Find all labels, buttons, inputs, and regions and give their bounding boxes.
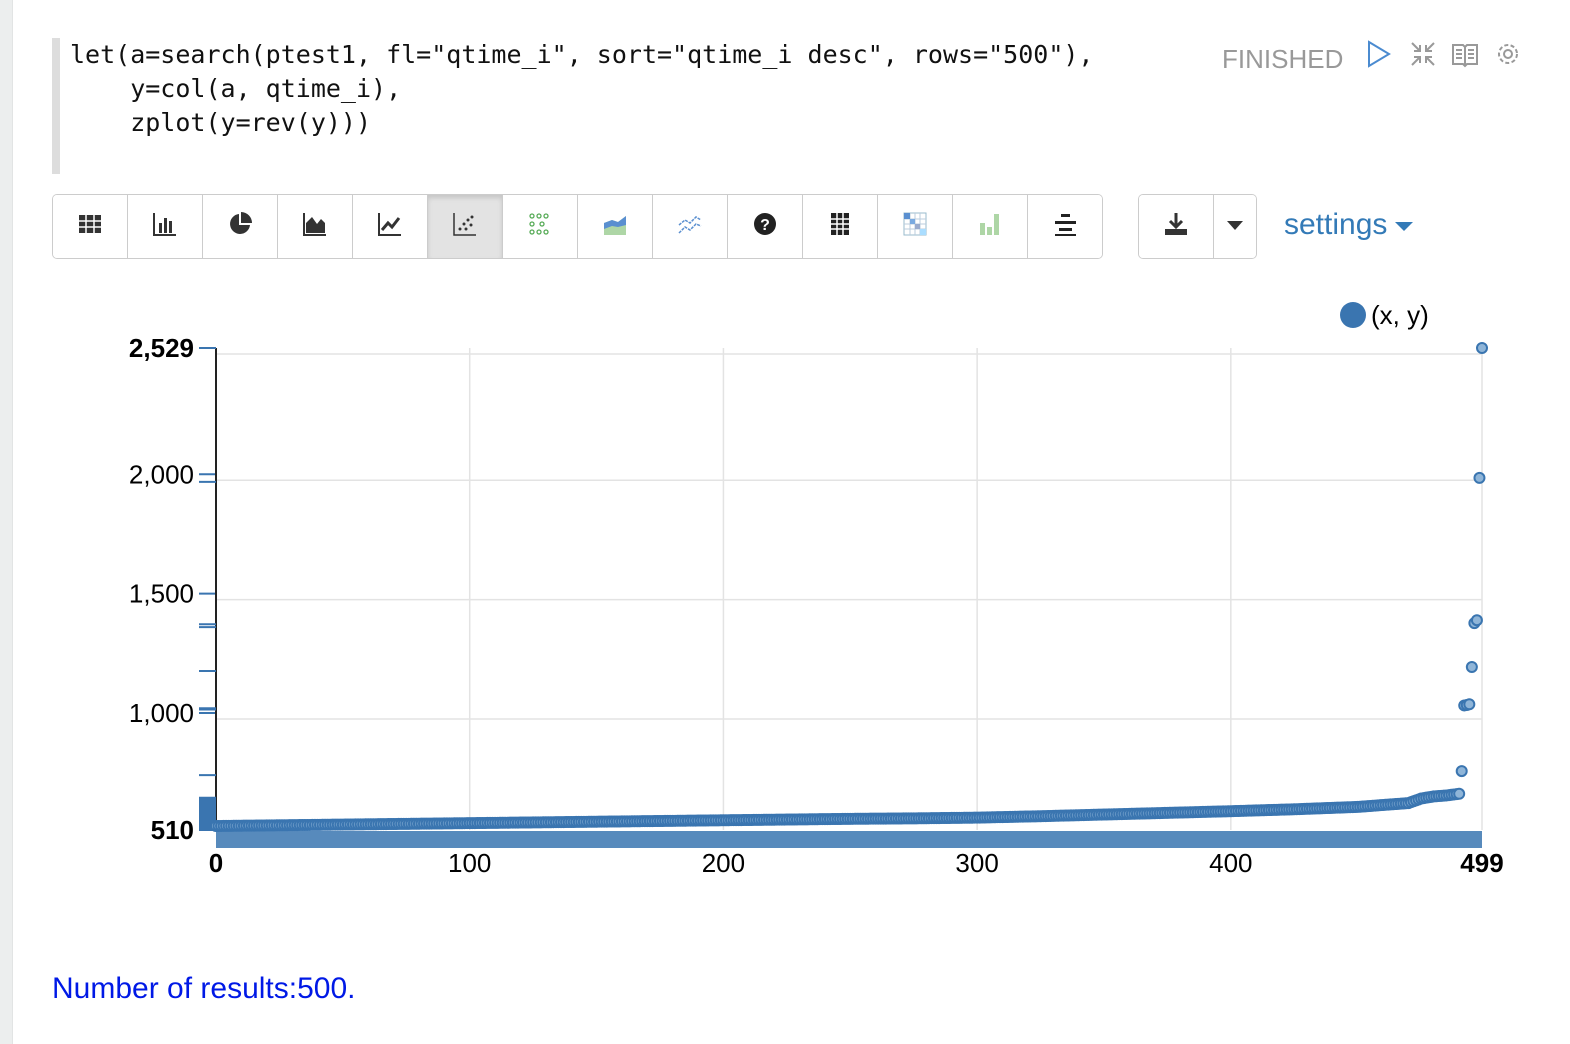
download-button[interactable]	[1139, 195, 1214, 258]
play-icon[interactable]	[1366, 40, 1392, 75]
legend-label: (x, y)	[1371, 300, 1429, 330]
data-point	[1473, 471, 1486, 484]
data-point	[1465, 661, 1478, 674]
x-rug	[216, 831, 1482, 848]
line-chart-icon	[377, 211, 403, 242]
data-point	[1453, 787, 1466, 800]
align-center-button[interactable]	[1028, 195, 1102, 258]
code-line: let(a=search(ptest1, fl="qtime_i", sort=…	[70, 40, 1094, 69]
area-chart-button[interactable]	[278, 195, 353, 258]
settings-label: settings	[1284, 208, 1388, 241]
y-tick-label: 1,500	[129, 579, 194, 609]
heatmap-button[interactable]	[878, 195, 953, 258]
multi-line-icon	[677, 211, 703, 242]
status-label: FINISHED	[1222, 44, 1344, 74]
x-tick-label: 100	[448, 848, 491, 878]
stacked-area-button[interactable]	[578, 195, 653, 258]
code-line: zplot(y=rev(y)))	[70, 108, 372, 137]
y-tick-label: 2,529	[129, 333, 194, 363]
data-point	[1455, 765, 1468, 778]
data-point	[1470, 614, 1483, 627]
scatter-chart-button[interactable]	[428, 195, 503, 258]
table-button[interactable]	[53, 195, 128, 258]
area-chart-icon	[302, 211, 328, 242]
download-icon	[1163, 211, 1189, 242]
scatter-chart-icon	[452, 211, 478, 242]
stacked-area-icon	[602, 211, 628, 242]
table-icon	[77, 211, 103, 242]
x-tick-label: 300	[955, 848, 998, 878]
left-gutter	[0, 0, 13, 1044]
gear-icon[interactable]	[1494, 40, 1522, 75]
x-tick-label: 200	[702, 848, 745, 878]
pie-chart-button[interactable]	[203, 195, 278, 258]
align-center-icon	[1052, 211, 1078, 242]
y-tick-label: 510	[151, 815, 194, 845]
green-bar-button[interactable]	[953, 195, 1028, 258]
grid-icon	[827, 211, 853, 242]
settings-toggle[interactable]: settings	[1284, 208, 1414, 242]
bar-chart-button[interactable]	[128, 195, 203, 258]
x-tick-label: 400	[1209, 848, 1252, 878]
line-chart-button[interactable]	[353, 195, 428, 258]
download-dropdown[interactable]	[1214, 195, 1256, 258]
bubble-grid-button[interactable]	[503, 195, 578, 258]
x-tick-label: 0	[209, 848, 223, 878]
code-line: y=col(a, qtime_i),	[70, 74, 402, 103]
caret-down-icon	[1227, 218, 1243, 236]
data-point	[1476, 342, 1488, 354]
scatter-chart: 0 100 200 300 400 499 510 1,000 1,500 2,000 2,529 (…	[129, 300, 1504, 878]
bubble-grid-icon	[527, 211, 553, 242]
x-tick-label: 499	[1460, 848, 1503, 878]
help-button[interactable]: ?	[728, 195, 803, 258]
caret-down-icon	[1395, 221, 1414, 231]
code-editor[interactable]: let(a=search(ptest1, fl="qtime_i", sort=…	[52, 38, 1094, 174]
help-icon: ?	[752, 211, 778, 242]
grid-button[interactable]	[803, 195, 878, 258]
collapse-icon[interactable]	[1409, 40, 1437, 75]
y-tick-label: 2,000	[129, 459, 194, 489]
download-group	[1138, 194, 1257, 259]
legend-marker	[1340, 302, 1366, 328]
multi-line-button[interactable]	[653, 195, 728, 258]
bar-chart-icon	[152, 211, 178, 242]
book-icon[interactable]	[1451, 40, 1479, 75]
data-point	[1463, 698, 1476, 711]
svg-text:?: ?	[760, 217, 770, 234]
visualization-toolbar: ?	[52, 194, 1103, 259]
y-tick-label: 1,000	[129, 698, 194, 728]
heatmap-icon	[902, 211, 928, 242]
pie-chart-icon	[227, 211, 253, 242]
results-count: Number of results:500.	[52, 972, 356, 1005]
green-bar-icon	[977, 211, 1003, 242]
